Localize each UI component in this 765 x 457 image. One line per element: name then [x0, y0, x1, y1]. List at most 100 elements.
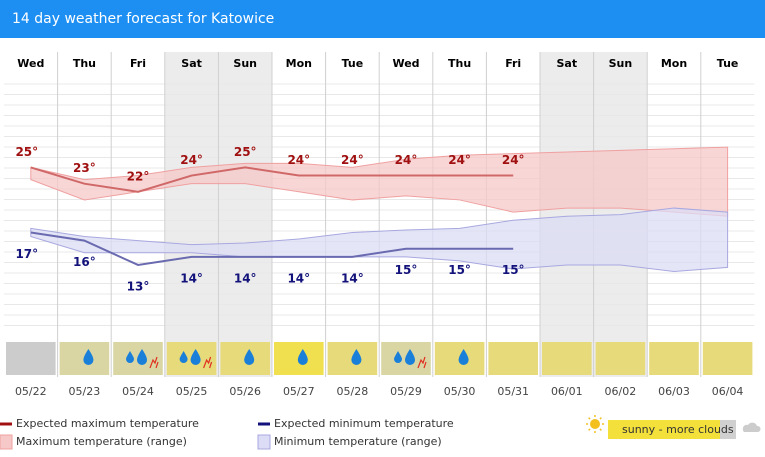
- drop: [244, 349, 255, 365]
- header-bar: [0, 0, 765, 38]
- day-label: Mon: [661, 57, 687, 70]
- value-label: 13°: [127, 279, 150, 293]
- temperature-line: [30, 231, 514, 267]
- value-label: 25°: [234, 145, 257, 159]
- legend-swatch: [257, 434, 271, 450]
- legend-label: Expected minimum temperature: [274, 417, 454, 430]
- rain-icon: [351, 349, 362, 365]
- value-label: 24°: [502, 153, 525, 167]
- value-label: 16°: [73, 255, 96, 269]
- date-label: 05/22: [15, 385, 47, 398]
- value-label: 24°: [448, 153, 471, 167]
- date-label: 05/27: [283, 385, 315, 398]
- chart-title: 14 day weather forecast for Katowice: [12, 11, 274, 27]
- range-band: [30, 207, 729, 272]
- date-label: 06/03: [658, 385, 690, 398]
- value-label: 24°: [180, 153, 203, 167]
- value-label: 14°: [180, 271, 203, 285]
- value-label: 14°: [234, 271, 257, 285]
- value-label: 15°: [448, 263, 471, 277]
- drop: [351, 349, 362, 365]
- legend-swatch: [0, 434, 13, 450]
- date-label: 05/31: [497, 385, 529, 398]
- ray: [599, 417, 602, 420]
- value-label: 24°: [395, 153, 418, 167]
- icon-legend-grey: [720, 420, 736, 439]
- day-label: Thu: [73, 57, 96, 70]
- ray: [599, 428, 602, 431]
- drop: [297, 349, 308, 365]
- date-label: 05/24: [122, 385, 154, 398]
- sun: [590, 419, 600, 429]
- legend-label: Minimum temperature (range): [274, 435, 442, 448]
- rain-icon: [179, 349, 213, 369]
- drop: [179, 351, 188, 363]
- rain-icon: [83, 349, 94, 365]
- rain-icon: [458, 349, 469, 365]
- cloud-icon: [742, 422, 761, 432]
- date-label: 05/28: [337, 385, 369, 398]
- day-label: Fri: [130, 57, 146, 70]
- ray: [588, 417, 591, 420]
- drop: [190, 349, 201, 365]
- day-label: Sun: [233, 57, 257, 70]
- day-label: Wed: [17, 57, 44, 70]
- drop: [458, 349, 469, 365]
- ray: [588, 428, 591, 431]
- weather-tile: [702, 342, 753, 375]
- value-label: 15°: [395, 263, 418, 277]
- date-label: 05/30: [444, 385, 476, 398]
- day-label: Tue: [717, 57, 739, 70]
- date-label: 05/26: [229, 385, 261, 398]
- rain-icon: [126, 349, 159, 369]
- value-label: 14°: [287, 271, 310, 285]
- day-label: Sat: [556, 57, 577, 70]
- day-label: Mon: [286, 57, 312, 70]
- date-label: 05/23: [69, 385, 101, 398]
- icon-legend-box: [608, 420, 736, 439]
- drop: [126, 351, 134, 363]
- day-label: Wed: [392, 57, 419, 70]
- weather-tile: [595, 342, 646, 375]
- date-label: 06/02: [605, 385, 637, 398]
- rain-icon: [394, 349, 427, 369]
- drop: [394, 351, 402, 363]
- day-label: Fri: [505, 57, 521, 70]
- drop: [405, 349, 415, 365]
- value-label: 15°: [502, 263, 525, 277]
- value-label: 24°: [287, 153, 310, 167]
- legend-label: Maximum temperature (range): [16, 435, 187, 448]
- date-label: 06/04: [712, 385, 744, 398]
- date-label: 06/01: [551, 385, 583, 398]
- sun-icon: [586, 415, 604, 433]
- value-label: 17°: [15, 247, 38, 261]
- date-label: 05/29: [390, 385, 422, 398]
- weather-tile: [6, 342, 56, 375]
- day-label: Tue: [342, 57, 364, 70]
- weekend-column: [218, 52, 272, 377]
- rain-icon: [297, 349, 308, 365]
- lightning: [149, 356, 159, 369]
- day-label: Thu: [448, 57, 471, 70]
- date-label: 05/25: [176, 385, 208, 398]
- weather-tile: [488, 342, 538, 375]
- weather-tile: [542, 342, 592, 375]
- drop: [137, 349, 147, 365]
- value-label: 14°: [341, 271, 364, 285]
- day-label: Sun: [609, 57, 633, 70]
- lightning: [417, 356, 427, 369]
- value-label: 24°: [341, 153, 364, 167]
- day-label: Sat: [181, 57, 202, 70]
- weekend-column: [164, 52, 219, 377]
- value-label: 22°: [127, 169, 150, 183]
- lightning: [203, 356, 213, 369]
- icon-legend-label: sunny - more clouds: [622, 423, 734, 436]
- drop: [83, 349, 94, 365]
- temperature-line: [30, 166, 514, 193]
- legend-label: Expected maximum temperature: [16, 417, 199, 430]
- rain-icon: [244, 349, 255, 365]
- value-label: 25°: [15, 145, 38, 159]
- weekend-column: [540, 52, 594, 377]
- value-label: 23°: [73, 161, 96, 175]
